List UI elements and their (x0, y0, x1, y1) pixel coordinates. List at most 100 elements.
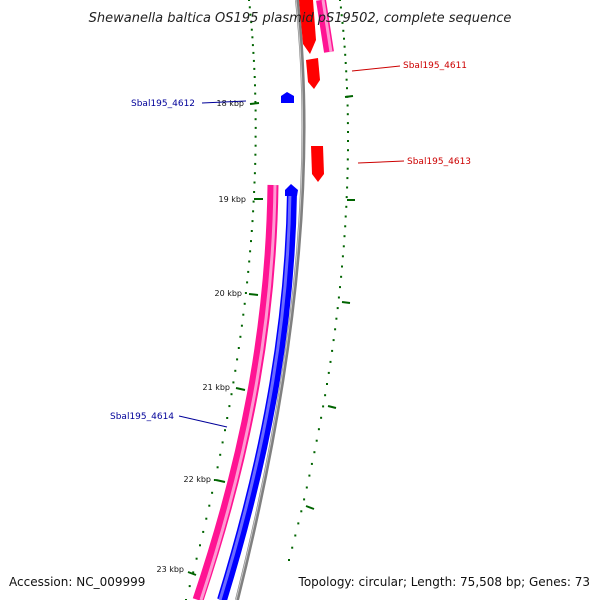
map-title: Shewanella baltica OS195 plasmid pS19502… (89, 11, 512, 26)
outer-tick-dot (341, 255, 344, 258)
inner-tick-dot (239, 335, 242, 338)
outer-tick-dot (346, 113, 349, 116)
inner-tick-dot (240, 324, 243, 327)
outer-tick-dot (303, 498, 306, 501)
inner-tick-dot (243, 302, 246, 305)
outer-tick-dot (291, 546, 294, 549)
sequence-backbone (235, 0, 306, 600)
outer-tick-dot (297, 522, 300, 525)
tick-mark-23 (187, 571, 197, 576)
outer-tick-dot (347, 131, 349, 133)
inner-tick-dot (195, 557, 198, 560)
inner-tick-dot (254, 153, 257, 156)
outer-tick-dot (343, 45, 346, 48)
inner-tick-dot (199, 544, 201, 547)
inner-tick-dot (237, 347, 240, 349)
topology-text: Topology: circular; Length: 75,508 bp; G… (298, 575, 590, 589)
outer-tick-dot (327, 371, 330, 374)
outer-tick-dot (337, 296, 340, 299)
inner-tick-dot (253, 191, 256, 193)
inner-tick-dot (249, 250, 252, 253)
inner-tick-dot (216, 466, 219, 469)
inner-tick-dot (254, 101, 257, 103)
inner-tick-dot (234, 369, 237, 372)
tick-label-21kbp: 21 kbp (202, 383, 230, 392)
inner-tick-dot (252, 200, 255, 203)
inner-tick-dot (205, 517, 208, 520)
inner-tick-dot (242, 313, 245, 316)
inner-tick-dot (248, 6, 251, 9)
inner-tick-dot (253, 172, 256, 175)
forward-gene-arc-highlight (199, 184, 277, 600)
outer-tick-dot (346, 167, 349, 170)
outer-tick-dot (345, 205, 348, 208)
tick-mark-22 (215, 479, 226, 483)
outer-tick-ring (288, 0, 349, 561)
outer-tick-dot (344, 62, 347, 64)
outer-tick-mark (327, 405, 337, 409)
outer-tick-dot (294, 534, 297, 537)
inner-tick-dot (253, 67, 256, 70)
inner-tick-dot (251, 220, 254, 223)
outer-tick-dot (315, 439, 318, 442)
outer-tick-dot (288, 559, 290, 561)
outer-tick-mark (305, 505, 315, 510)
tick-label-20kbp: 20 kbp (214, 289, 242, 298)
outer-tick-dot (334, 328, 337, 331)
outer-tick-dot (342, 245, 345, 248)
outer-tick-dot (346, 122, 349, 125)
gene-label-sbal4612: Sbal195_4612 (131, 99, 195, 109)
outer-tick-dot (332, 339, 335, 342)
outer-tick-dot (339, 0, 341, 1)
outer-tick-dot (331, 349, 334, 352)
tick-label-18kbp: 18 kbp (216, 99, 244, 108)
inner-tick-ring (185, 0, 257, 600)
inner-tick-dot (224, 429, 226, 432)
inner-tick-dot (244, 292, 247, 294)
tick-mark-20 (248, 293, 259, 296)
outer-tick-dot (342, 29, 345, 32)
outer-tick-dot (313, 451, 316, 454)
outer-tick-dot (336, 307, 339, 310)
forward-gene-arc (192, 184, 279, 600)
inner-tick-dot (211, 491, 214, 494)
cds-sbal4613-arrow (311, 146, 324, 182)
tick-mark-21 (235, 387, 246, 391)
outer-tick-dot (341, 21, 344, 24)
inner-tick-dot (246, 281, 249, 284)
outer-tick-dot (300, 510, 303, 513)
inner-tick-dot (253, 76, 256, 78)
inner-tick-dot (254, 92, 257, 95)
inner-tick-dot (213, 479, 216, 481)
outer-tick-dot (345, 196, 348, 199)
reverse-gene-arc-highlight (218, 191, 292, 600)
forward-gene-top-highlight (321, 0, 333, 53)
gene-label-sbal4611: Sbal195_4611 (403, 61, 467, 71)
inner-tick-dot (252, 210, 255, 213)
inner-tick-dot (254, 84, 256, 87)
inner-tick-dot (228, 405, 231, 408)
inner-tick-dot (250, 230, 253, 232)
inner-tick-dot (232, 381, 235, 384)
outer-tick-dot (344, 215, 347, 218)
outer-tick-dot (305, 486, 308, 489)
inner-tick-dot (208, 504, 211, 507)
outer-tick-dot (346, 186, 349, 189)
outer-tick-mark (341, 301, 351, 304)
outer-tick-dot (326, 383, 328, 385)
inner-tick-dot (251, 44, 254, 47)
outer-tick-dot (346, 104, 349, 107)
accession-text: Accession: NC_009999 (9, 575, 145, 589)
leader-sbal4611 (351, 65, 401, 72)
leader-sbal4612 (201, 100, 247, 104)
outer-tick-dot (346, 87, 348, 90)
inner-tick-dot (251, 36, 254, 39)
gene-label-sbal4614: Sbal195_4614 (110, 412, 174, 422)
outer-tick-dot (343, 37, 345, 40)
inner-tick-dot (249, 13, 252, 16)
outer-tick-dot (346, 177, 349, 180)
outer-tick-dot (347, 149, 349, 152)
outer-tick-dot (345, 70, 348, 73)
sequence-backbone-highlight (235, 0, 304, 600)
outer-tick-dot (345, 78, 348, 81)
